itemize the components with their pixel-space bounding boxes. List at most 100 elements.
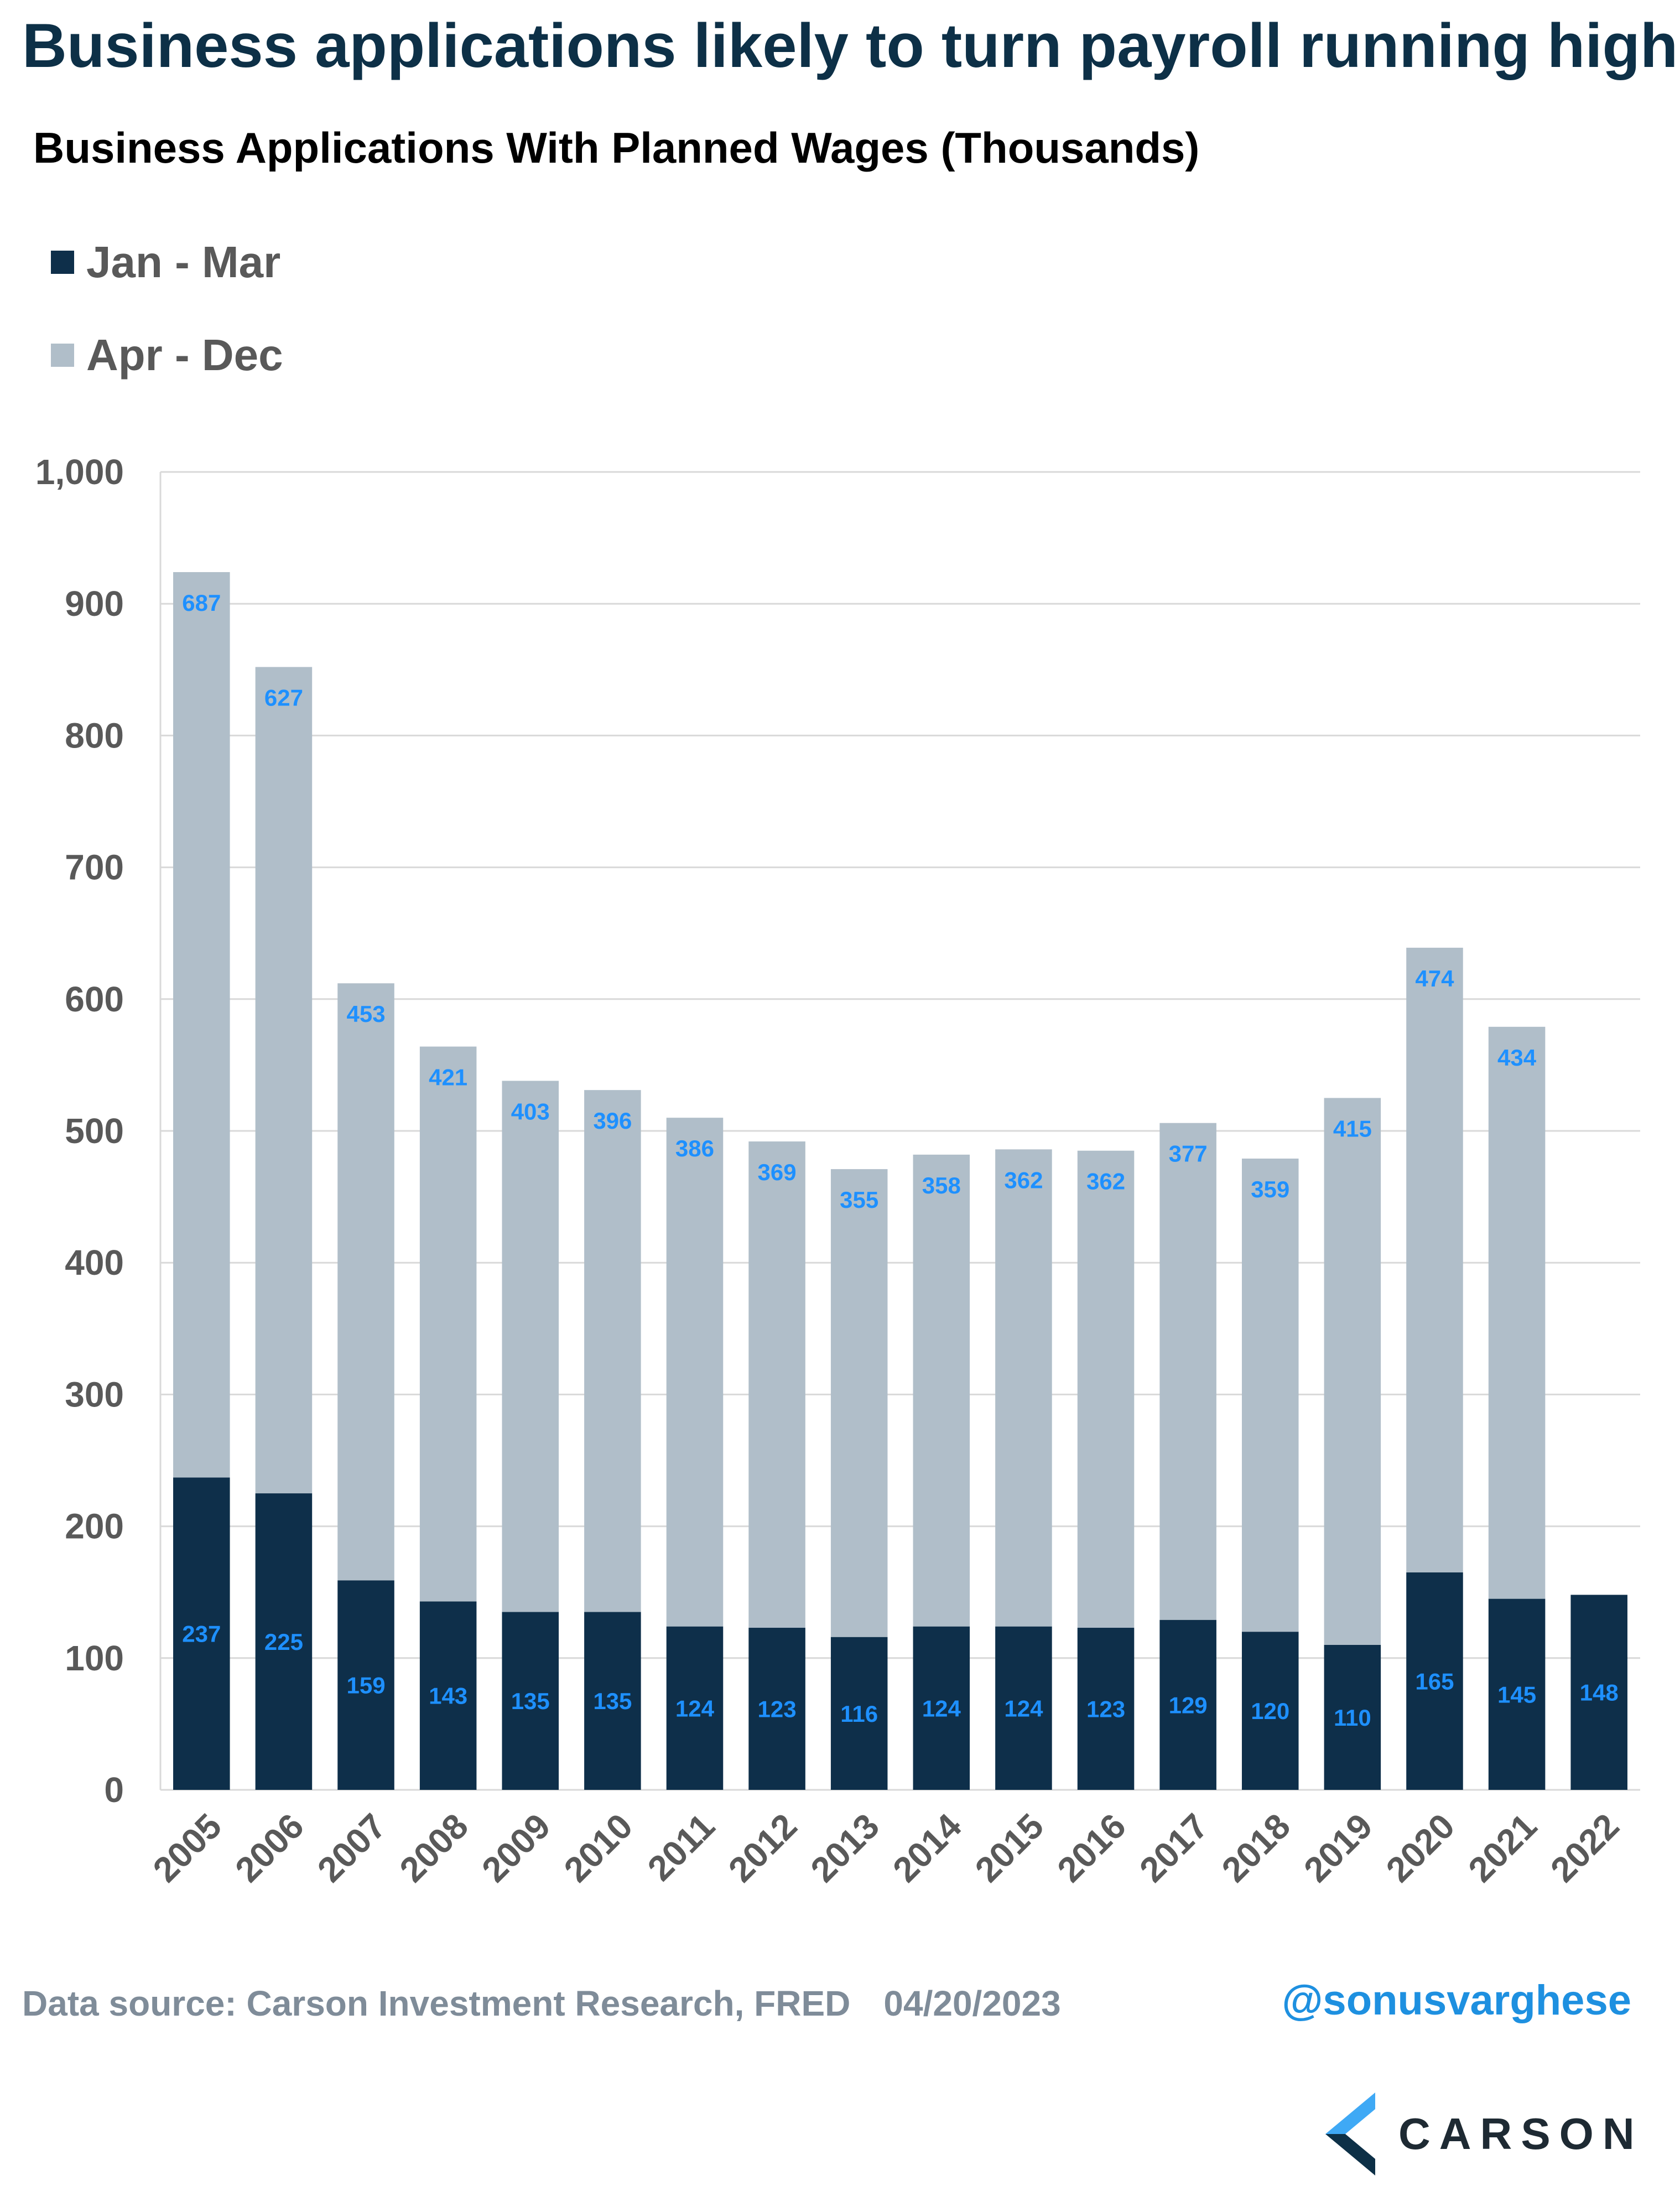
bar-apr-dec-2021 [1488, 1026, 1546, 1599]
x-tick-label: 2016 [1049, 1806, 1133, 1890]
y-tick-label: 900 [65, 584, 124, 624]
x-tick-label: 2018 [1214, 1806, 1298, 1890]
x-tick-label: 2011 [640, 1806, 722, 1888]
bar-jan-mar-2010 [584, 1612, 641, 1790]
data-label-apr-dec: 362 [1086, 1169, 1125, 1195]
data-label-jan-mar: 148 [1580, 1680, 1619, 1706]
data-label-apr-dec: 359 [1251, 1176, 1289, 1202]
bar-apr-dec-2017 [1159, 1123, 1216, 1620]
legend-swatch-apr-dec [51, 344, 74, 367]
y-tick-label: 500 [65, 1111, 124, 1151]
stacked-bar-chart: 0 100 200 300 400 500 600 700 800 900 1,000 687 237 2… [35, 452, 1640, 1890]
twitter-handle-link[interactable]: @sonusvarghese [1282, 1977, 1631, 2024]
data-label-jan-mar: 165 [1415, 1668, 1454, 1694]
data-label-apr-dec: 358 [922, 1172, 961, 1198]
carson-logo: CARSON [1325, 2093, 1643, 2176]
data-label-jan-mar: 237 [182, 1621, 221, 1647]
data-label-apr-dec: 474 [1415, 965, 1454, 991]
bar-jan-mar-2013 [830, 1637, 888, 1790]
bar-jan-mar-2017 [1159, 1619, 1216, 1790]
bar-apr-dec-2014 [913, 1154, 970, 1627]
legend-label-jan-mar: Jan - Mar [86, 237, 281, 287]
headline: Business applications likely to turn pay… [22, 11, 1678, 80]
data-label-jan-mar: 159 [346, 1673, 385, 1699]
data-label-jan-mar: 120 [1251, 1698, 1289, 1724]
x-tick-label: 2014 [885, 1806, 969, 1890]
bar-apr-dec-2015 [995, 1149, 1052, 1627]
bar-jan-mar-2019 [1324, 1644, 1381, 1790]
data-label-apr-dec: 453 [346, 1001, 385, 1027]
bar-jan-mar-2006 [255, 1493, 313, 1790]
chart-title: Business Applications With Planned Wages… [33, 123, 1200, 172]
data-label-jan-mar: 116 [840, 1701, 878, 1727]
data-label-apr-dec: 377 [1169, 1141, 1208, 1167]
bar-jan-mar-2018 [1241, 1632, 1299, 1790]
bar-jan-mar-2009 [502, 1612, 559, 1790]
x-tick-label: 2019 [1296, 1806, 1380, 1890]
x-tick-label: 2017 [1132, 1806, 1216, 1890]
bar-apr-dec-2019 [1324, 1098, 1381, 1645]
bar-apr-dec-2007 [337, 983, 394, 1581]
data-label-jan-mar: 124 [675, 1695, 715, 1721]
x-tick-label: 2013 [803, 1806, 887, 1890]
y-tick-label: 800 [65, 715, 124, 755]
data-label-apr-dec: 627 [264, 685, 303, 711]
data-label-apr-dec: 403 [511, 1098, 550, 1124]
bar-apr-dec-2009 [502, 1081, 559, 1612]
carson-logo-icon [1325, 2093, 1375, 2176]
legend-item-jan-mar: Jan - Mar [51, 237, 280, 288]
y-tick-label: 100 [65, 1638, 124, 1678]
data-label-jan-mar: 143 [429, 1683, 467, 1709]
bar-jan-mar-2015 [995, 1626, 1052, 1790]
bar-jan-mar-2008 [419, 1601, 477, 1790]
data-label-apr-dec: 369 [758, 1159, 797, 1185]
data-label-jan-mar: 110 [1334, 1705, 1371, 1731]
data-label-jan-mar: 225 [264, 1629, 303, 1655]
x-tick-label: 2009 [474, 1806, 558, 1890]
bar-apr-dec-2013 [830, 1169, 888, 1637]
bar-apr-dec-2020 [1406, 947, 1463, 1572]
bar-jan-mar-2022 [1570, 1595, 1627, 1790]
data-label-jan-mar: 123 [758, 1696, 797, 1722]
bar-jan-mar-2020 [1406, 1572, 1463, 1790]
bar-jan-mar-2011 [666, 1626, 724, 1790]
x-tick-label: 2015 [968, 1806, 1052, 1890]
bar-apr-dec-2008 [419, 1046, 477, 1602]
data-label-jan-mar: 124 [922, 1695, 961, 1721]
y-tick-label: 1,000 [35, 452, 124, 492]
bar-apr-dec-2011 [666, 1118, 724, 1627]
source-date: 04/20/2023 [883, 1984, 1061, 2023]
bar-jan-mar-2016 [1077, 1628, 1135, 1790]
data-label-apr-dec: 362 [1004, 1167, 1043, 1193]
data-label-apr-dec: 421 [429, 1065, 467, 1091]
bar-apr-dec-2006 [255, 667, 313, 1494]
data-label-apr-dec: 386 [675, 1135, 714, 1161]
bar-apr-dec-2005 [173, 572, 230, 1478]
bar-apr-dec-2012 [748, 1141, 805, 1628]
y-tick-label: 700 [65, 848, 124, 887]
x-tick-label: 2007 [310, 1806, 394, 1890]
bar-jan-mar-2012 [748, 1628, 805, 1790]
data-label-jan-mar: 129 [1169, 1692, 1208, 1718]
x-tick-label: 2021 [1460, 1806, 1544, 1890]
x-tick-label: 2012 [721, 1806, 805, 1890]
data-label-apr-dec: 396 [593, 1108, 632, 1134]
y-tick-label: 0 [104, 1770, 124, 1810]
data-label-jan-mar: 124 [1004, 1695, 1043, 1721]
data-label-jan-mar: 145 [1497, 1681, 1536, 1707]
bar-jan-mar-2007 [337, 1580, 394, 1790]
x-tick-label: 2008 [392, 1806, 476, 1890]
x-tick-label: 2005 [145, 1806, 230, 1890]
x-tick-label: 2020 [1379, 1806, 1463, 1890]
bar-jan-mar-2005 [173, 1477, 230, 1790]
data-source: Data source: Carson Investment Research,… [22, 1983, 1061, 2024]
data-label-jan-mar: 135 [593, 1688, 632, 1714]
x-tick-label: 2006 [227, 1806, 311, 1890]
legend-swatch-jan-mar [51, 251, 74, 274]
y-tick-label: 400 [65, 1243, 124, 1283]
legend-label-apr-dec: Apr - Dec [86, 330, 283, 380]
bar-apr-dec-2018 [1241, 1159, 1299, 1632]
x-tick-label: 2010 [556, 1806, 641, 1890]
bar-apr-dec-2016 [1077, 1150, 1135, 1628]
